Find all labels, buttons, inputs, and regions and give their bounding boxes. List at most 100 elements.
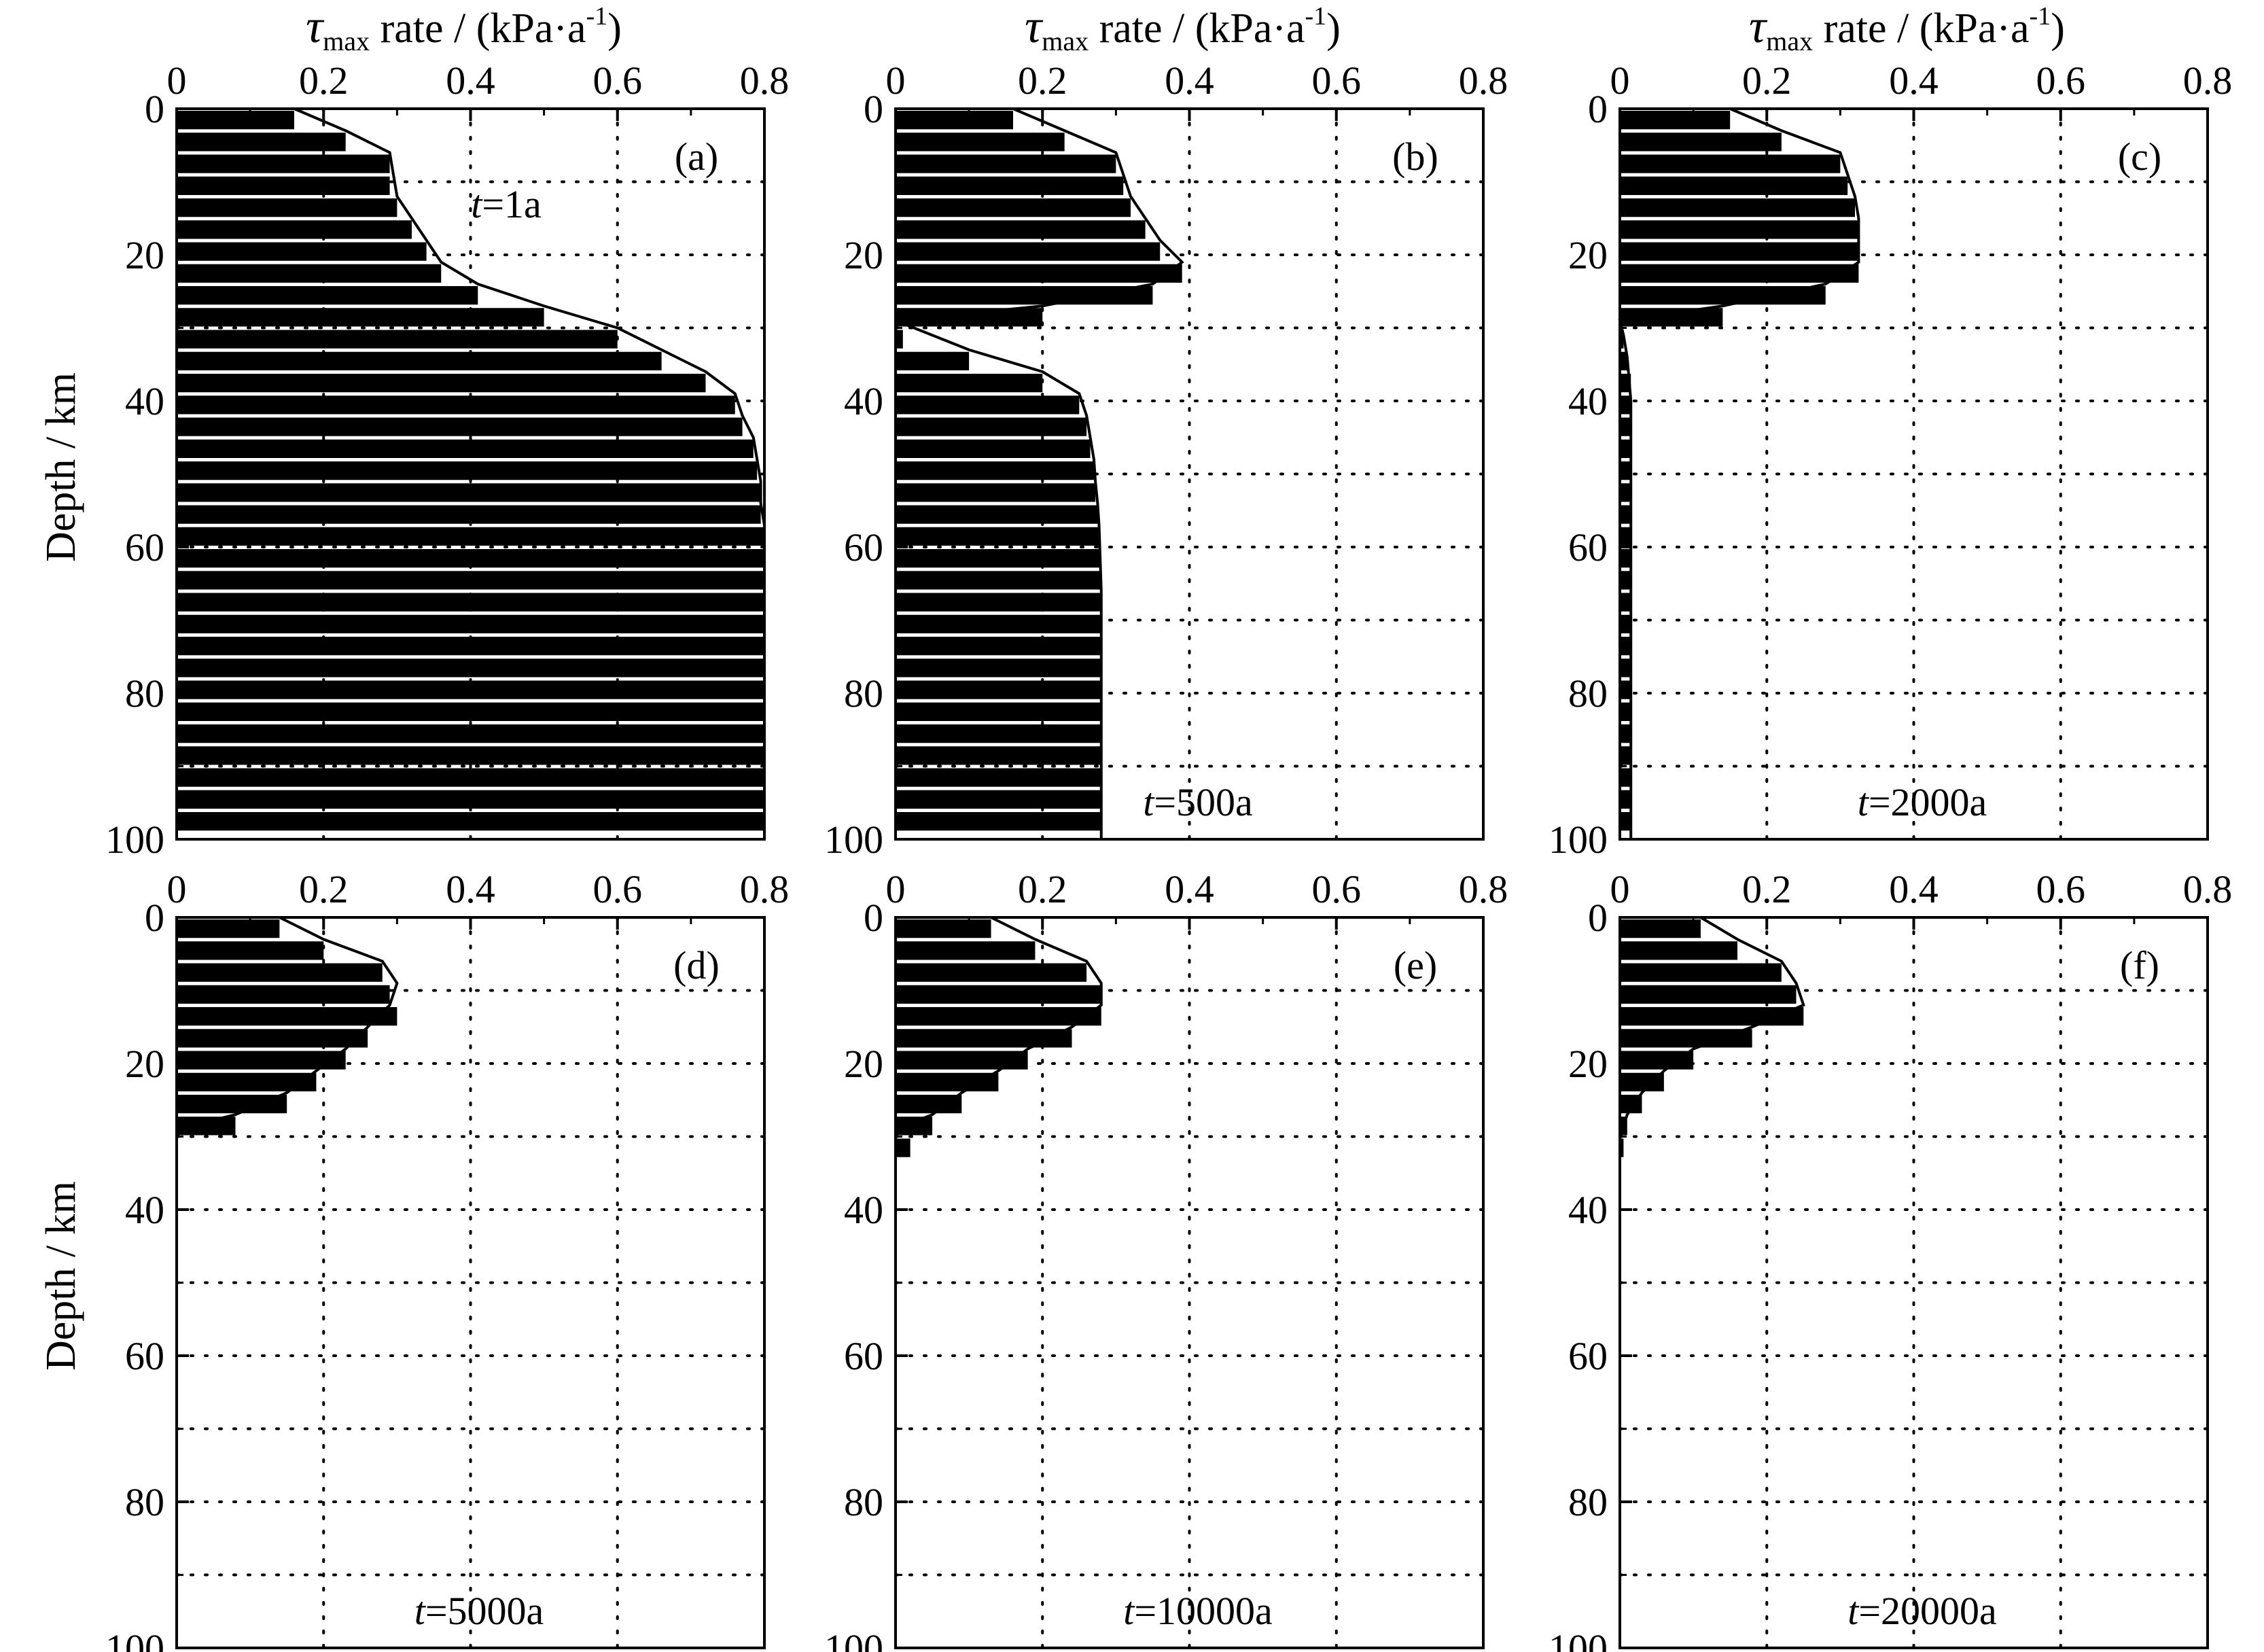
bar (177, 746, 764, 765)
bar (896, 264, 1182, 283)
bar (896, 483, 1096, 502)
bar (1620, 154, 1841, 173)
y-tick-label: 0 (145, 896, 164, 940)
bar (1620, 111, 1731, 130)
bar (896, 1138, 910, 1157)
bar (896, 374, 1043, 393)
bar (1620, 1072, 1664, 1091)
x-axis-title: τmax rate / (kPa·a-1) (1749, 1, 2065, 56)
bar (177, 351, 662, 370)
bar (177, 1072, 317, 1091)
bar (1620, 351, 1627, 370)
x-axis-title-close: ) (1326, 5, 1341, 52)
bar (1620, 286, 1826, 305)
time-label: t=20000a (1847, 1589, 1997, 1633)
bar (896, 614, 1101, 633)
x-axis-title-superscript: -1 (586, 2, 608, 31)
bar (177, 417, 743, 436)
bar (896, 330, 903, 349)
bar (177, 198, 397, 217)
y-tick-label: 20 (125, 233, 164, 277)
bar (177, 812, 764, 831)
y-tick-label: 100 (1549, 1626, 1608, 1652)
y-tick-label: 40 (844, 379, 883, 423)
bar (896, 527, 1099, 546)
envelope-curve (176, 916, 399, 1131)
panel-a: 0 0.2 0.4 0.6 0.8 0 20 40 60 80 100 (a) t=1a τmax rat… (38, 1, 789, 862)
time-label-value: =5000a (425, 1589, 544, 1633)
bar (896, 286, 1153, 305)
y-tick-label: 80 (125, 1480, 164, 1524)
time-label-italic: t (414, 1589, 427, 1633)
envelope-curve (1618, 107, 1860, 839)
bar (1620, 812, 1631, 831)
time-label-italic: t (471, 182, 483, 226)
time-label-italic: t (1123, 1589, 1135, 1633)
bar (177, 111, 294, 130)
panel-label: (a) (675, 135, 718, 179)
x-axis-title-main: rate / (kPa·a (370, 5, 586, 52)
bar (177, 154, 390, 173)
bar (177, 242, 427, 261)
bar (177, 549, 764, 568)
x-axis-title: τmax rate / (kPa·a-1) (1025, 1, 1341, 56)
bar (1620, 637, 1631, 656)
time-label-italic: t (1847, 1589, 1860, 1633)
y-tick-label: 0 (1588, 896, 1608, 940)
x-axis-title-symbol: τ (306, 1, 325, 53)
x-tick-label: 0 (1610, 58, 1630, 103)
y-tick-label: 20 (844, 233, 883, 277)
bar (896, 176, 1124, 195)
bar (1620, 417, 1631, 436)
bar (896, 1051, 1028, 1070)
bar (896, 658, 1101, 678)
x-axis-title-subscript: max (1766, 26, 1813, 56)
bar (1620, 330, 1624, 349)
bar (1620, 1007, 1804, 1026)
time-label-value: =20000a (1858, 1589, 1996, 1633)
y-tick-label: 40 (844, 1188, 883, 1232)
bar (177, 768, 764, 787)
y-tick-label: 80 (1568, 671, 1608, 716)
y-tick-label: 60 (1568, 1334, 1608, 1378)
bar (1620, 1051, 1694, 1070)
y-tick-label: 60 (844, 1334, 883, 1378)
bar (177, 308, 544, 327)
bar (177, 680, 764, 699)
bar (1620, 439, 1631, 458)
bar (1620, 658, 1631, 678)
bar (896, 768, 1101, 787)
envelope-curve (895, 107, 1184, 839)
bar (1620, 176, 1848, 195)
y-axis-title: Depth / km (38, 372, 84, 562)
bar (177, 941, 324, 960)
bar (177, 614, 764, 633)
x-tick-label: 0.6 (1312, 867, 1362, 911)
bar (1620, 571, 1631, 590)
x-tick-label: 0.6 (593, 58, 643, 103)
bar (1620, 919, 1701, 938)
bar (1620, 483, 1631, 502)
y-axis-title: Depth / km (38, 1181, 84, 1371)
y-tick-label: 60 (125, 525, 164, 569)
bar (1620, 461, 1631, 480)
bar (896, 571, 1101, 590)
bar (896, 1029, 1072, 1048)
x-tick-label: 0 (1610, 867, 1630, 911)
x-tick-label: 0.2 (1018, 867, 1067, 911)
x-axis-title: τmax rate / (kPa·a-1) (306, 1, 622, 56)
bar (896, 637, 1101, 656)
x-axis-title-close: ) (2051, 5, 2065, 52)
envelope-curve (895, 916, 1103, 1131)
x-tick-label: 0.4 (1889, 58, 1939, 103)
panel-label: (b) (1392, 135, 1438, 179)
bar (896, 790, 1101, 809)
x-tick-label: 0.8 (1459, 58, 1508, 103)
bar (177, 985, 390, 1004)
x-axis-title-subscript: max (323, 26, 370, 56)
x-axis-title-symbol: τ (1025, 1, 1044, 53)
y-tick-label: 40 (1568, 1188, 1608, 1232)
x-tick-label: 0.4 (1889, 867, 1939, 911)
bar (896, 154, 1116, 173)
bar (896, 111, 1013, 130)
